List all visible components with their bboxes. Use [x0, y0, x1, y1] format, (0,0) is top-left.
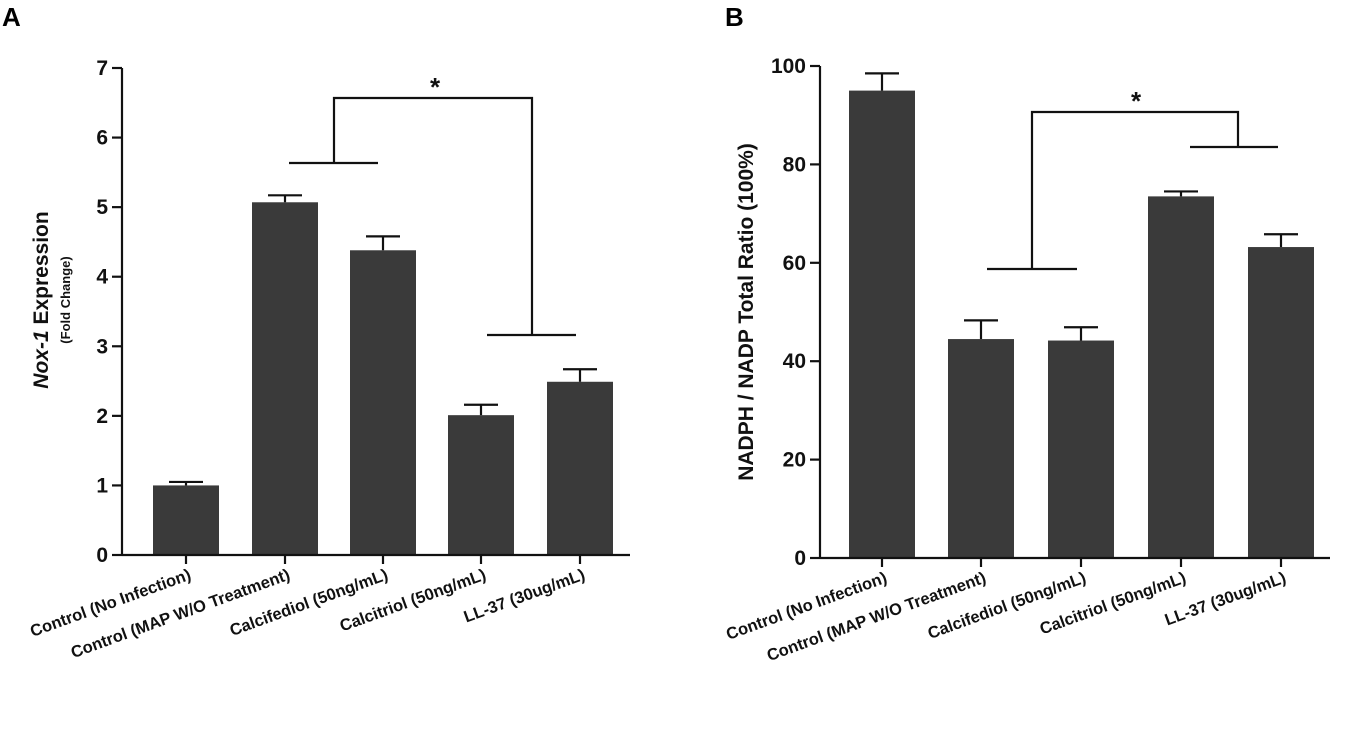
- panel-b-y-ticks: 0 20 40 60 80 100: [771, 55, 820, 570]
- a-tick-label: 7: [96, 57, 108, 80]
- panel-a-category-labels: Control (No Infection)Control (MAP W/O T…: [28, 566, 587, 662]
- a-bar-4: [448, 415, 514, 555]
- panel-a-y-axis-label-rest: Expression: [30, 211, 53, 330]
- b-tick-label: 100: [771, 55, 806, 78]
- a-bar-2: [252, 202, 318, 555]
- a-category-label-3: Calcifediol (50ng/mL): [227, 566, 390, 640]
- panel-a-significance-bracket: [289, 96, 576, 337]
- a-bar-3: [350, 250, 416, 555]
- a-tick-label: 4: [96, 266, 108, 289]
- a-tick-label: 2: [96, 405, 108, 428]
- panel-b-bars: [849, 90, 1314, 558]
- a-bar-5: [547, 381, 613, 555]
- panel-b-y-axis-label: NADPH / NADP Total Ratio (100%): [735, 143, 758, 481]
- b-tick-label: 80: [783, 153, 806, 176]
- panel-a-significance-star: *: [430, 72, 441, 102]
- b-tick-label: 0: [794, 547, 806, 570]
- panel-a-y-axis-sublabel: (Fold Change): [58, 256, 73, 343]
- a-tick-label: 0: [96, 544, 108, 567]
- b-tick-label: 60: [783, 252, 806, 275]
- a-tick-label: 3: [96, 335, 108, 358]
- b-tick-label: 40: [783, 350, 806, 373]
- panel-a-y-axis-label: Nox-1 Expression: [30, 211, 53, 388]
- b-bar-2: [948, 339, 1014, 558]
- a-bar-1: [153, 485, 219, 555]
- panel-b-category-labels: Control (No Infection)Control (MAP W/O T…: [724, 569, 1288, 665]
- panel-b-significance-star: *: [1131, 86, 1142, 116]
- b-bar-1: [849, 90, 915, 558]
- b-bar-5: [1248, 247, 1314, 558]
- panel-a-label: A: [2, 2, 21, 32]
- panel-a-bars: [153, 202, 613, 555]
- b-tick-label: 20: [783, 449, 806, 472]
- panel-b-error-bars: [865, 72, 1298, 567]
- panel-b-label: B: [725, 2, 744, 32]
- panel-a-y-axis-label-italic: Nox-1: [30, 330, 53, 388]
- panel-b-significance-bracket: [987, 110, 1278, 271]
- panel-a-error-bars: [169, 194, 597, 564]
- b-bar-4: [1148, 196, 1214, 558]
- a-tick-label: 5: [96, 196, 108, 219]
- panel-a-y-ticks: 0 1 2 3 4 5 6 7: [96, 57, 122, 567]
- panel-a: A Nox-1 Expression (Fold Change) 0 1 2 3 4 5 6…: [2, 2, 630, 662]
- panel-b: B NADPH / NADP Total Ratio (100%) 0 20 40 6…: [724, 2, 1330, 665]
- b-bar-3: [1048, 340, 1114, 558]
- a-tick-label: 6: [96, 127, 108, 150]
- a-tick-label: 1: [96, 474, 108, 497]
